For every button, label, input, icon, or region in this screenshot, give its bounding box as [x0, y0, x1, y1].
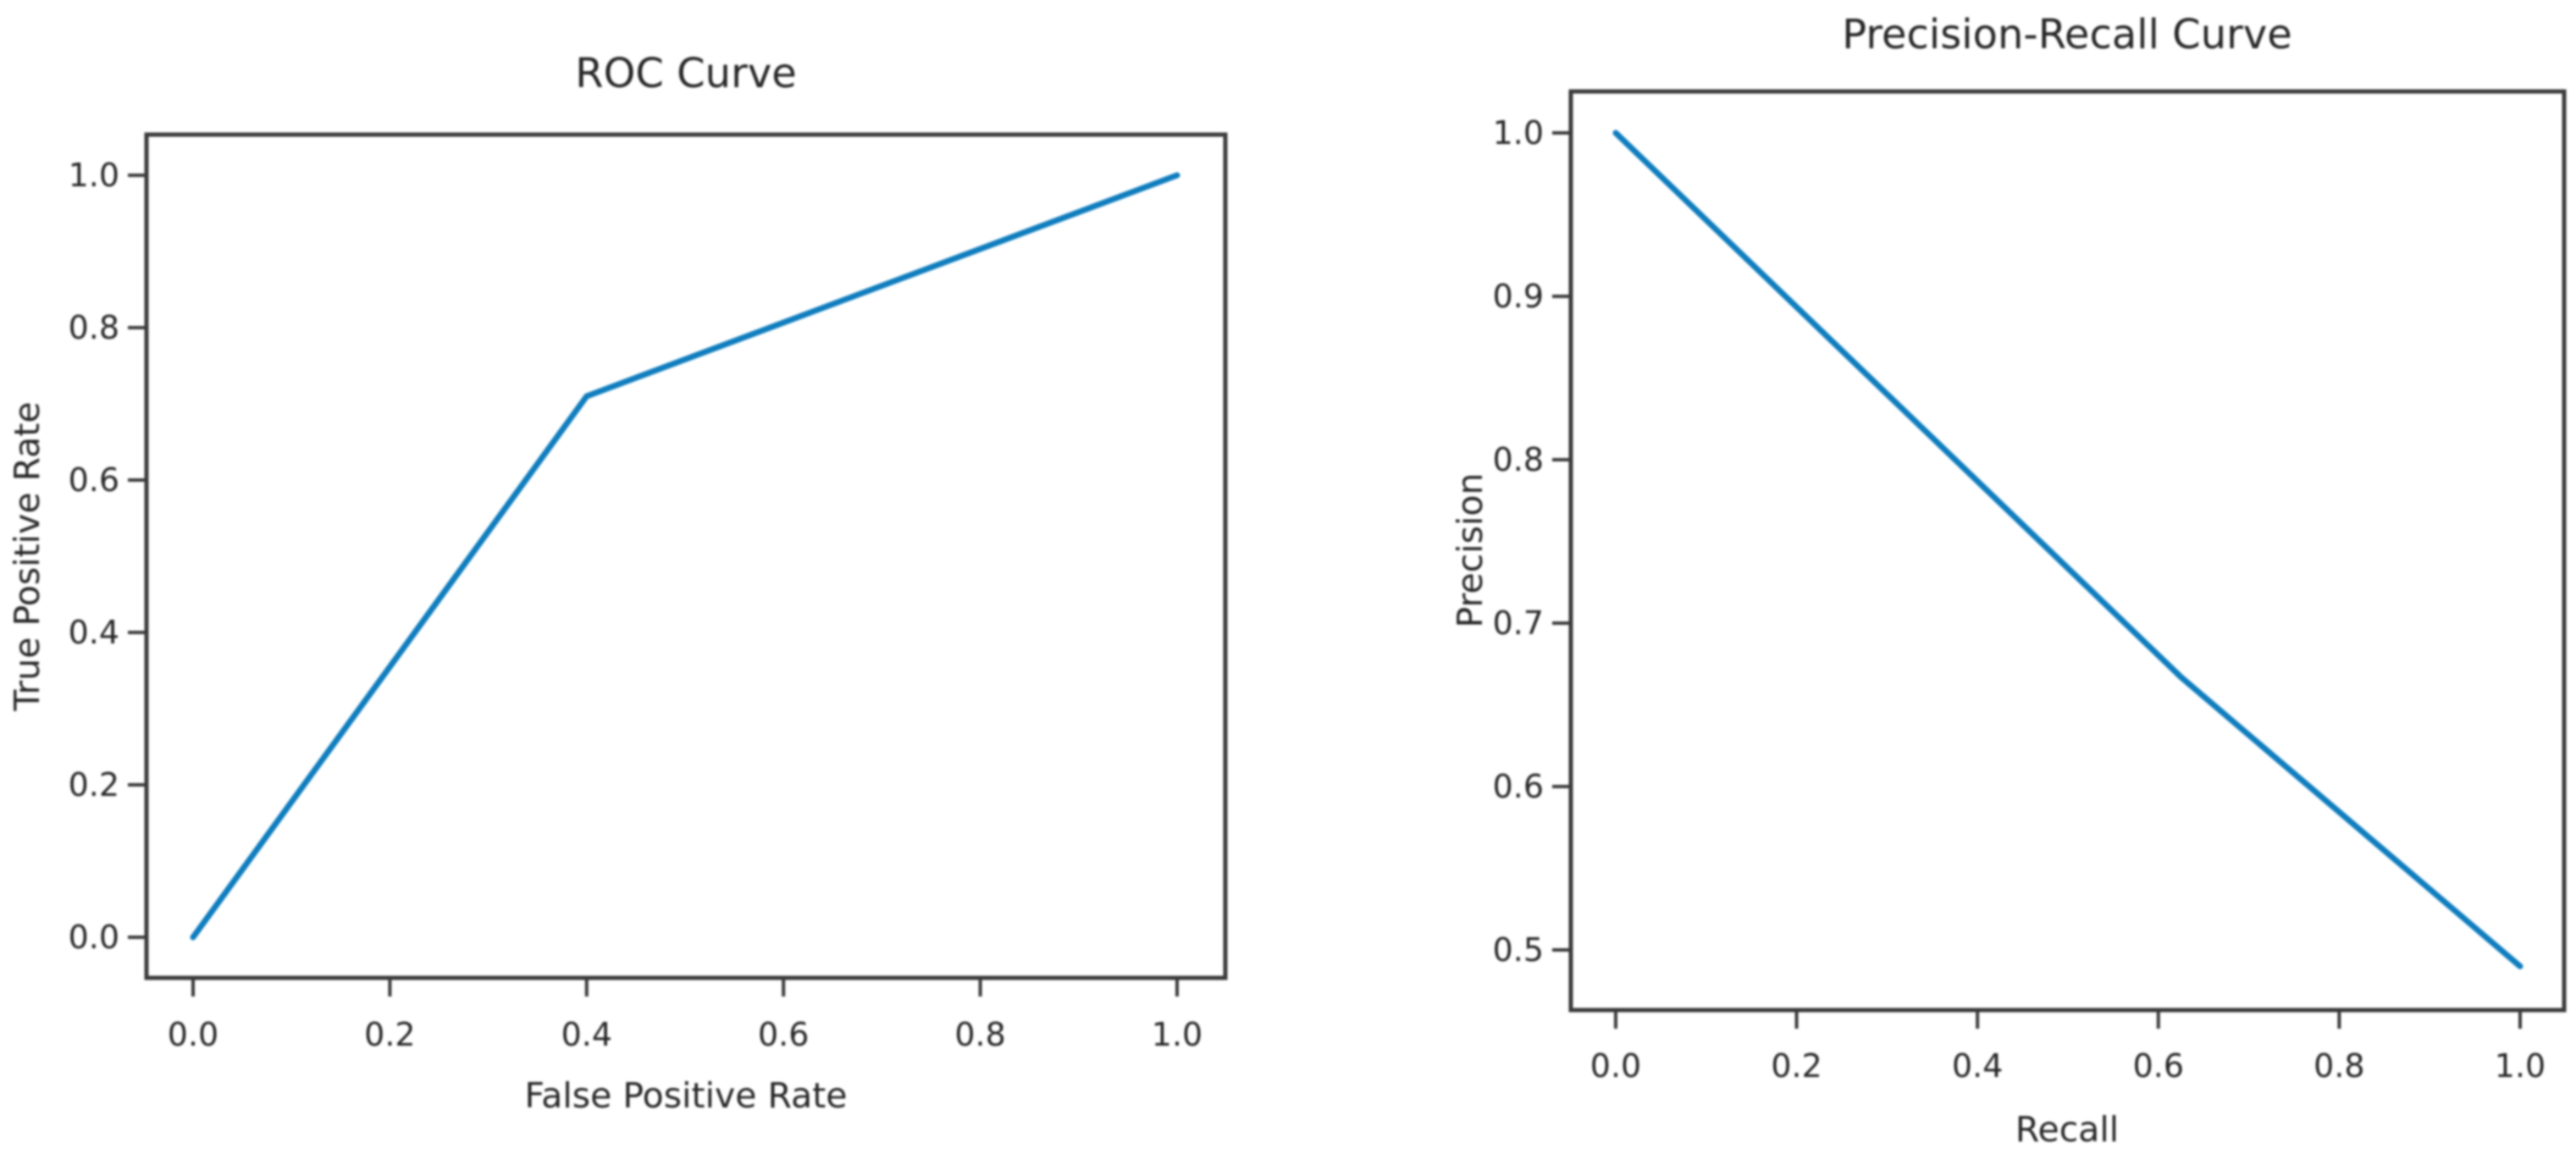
pr-x-tick-label: 0.0 [1590, 1047, 1641, 1085]
roc-y-tick-label: 0.2 [69, 766, 119, 803]
pr-chart: 0.0 0.2 0.4 0.6 0.8 1.0 0.5 0.6 0.7 0.8 0.9 1.0 Prec… [1450, 11, 2567, 1150]
roc-x-tick-label: 0.0 [168, 1016, 218, 1053]
roc-y-tick-label: 0.4 [69, 614, 119, 651]
roc-plot-border [144, 132, 1228, 980]
pr-x-tick-label: 1.0 [2495, 1047, 2546, 1085]
roc-y-tick-label: 0.0 [69, 919, 119, 956]
pr-y-tick-label: 0.9 [1493, 278, 1544, 315]
pr-x-tick-label: 0.8 [2313, 1047, 2364, 1085]
pr-chart-title: Precision-Recall Curve [1842, 11, 2292, 58]
roc-curve-line [190, 172, 1180, 941]
roc-x-tick-label: 0.8 [954, 1016, 1005, 1053]
pr-x-axis-label: Recall [2015, 1109, 2119, 1150]
roc-x-tick-label: 0.2 [364, 1016, 415, 1053]
roc-y-axis-label: True Positive Rate [7, 401, 47, 711]
roc-x-tick-label: 0.6 [758, 1016, 809, 1053]
roc-y-tick-label: 1.0 [69, 157, 119, 194]
pr-x-tick-label: 0.2 [1771, 1047, 1821, 1085]
roc-chart-title: ROC Curve [575, 50, 797, 97]
pr-y-tick-label: 0.7 [1493, 605, 1544, 642]
pr-x-tick-label: 0.4 [1952, 1047, 2003, 1085]
pr-y-tick-label: 0.6 [1493, 768, 1544, 805]
roc-x-axis-label: False Positive Rate [524, 1075, 847, 1116]
pr-y-tick-label: 1.0 [1493, 114, 1544, 152]
roc-y-tick-label: 0.8 [69, 309, 119, 346]
roc-x-tick-label: 1.0 [1152, 1016, 1202, 1053]
pr-plot-border [1568, 89, 2567, 1013]
pr-y-axis-label: Precision [1450, 473, 1490, 628]
pr-x-tick-label: 0.6 [2133, 1047, 2184, 1085]
pr-y-tick-label: 0.5 [1493, 931, 1544, 969]
roc-y-tick-label: 0.6 [69, 461, 119, 499]
roc-x-tick-label: 0.4 [561, 1016, 612, 1053]
pr-y-tick-label: 0.8 [1493, 441, 1544, 478]
roc-chart: 0.0 0.2 0.4 0.6 0.8 1.0 0.0 0.2 0.4 0.6 0.8 1.0 ROC … [7, 50, 1228, 1116]
precision-recall-curve-line [1612, 130, 2523, 969]
